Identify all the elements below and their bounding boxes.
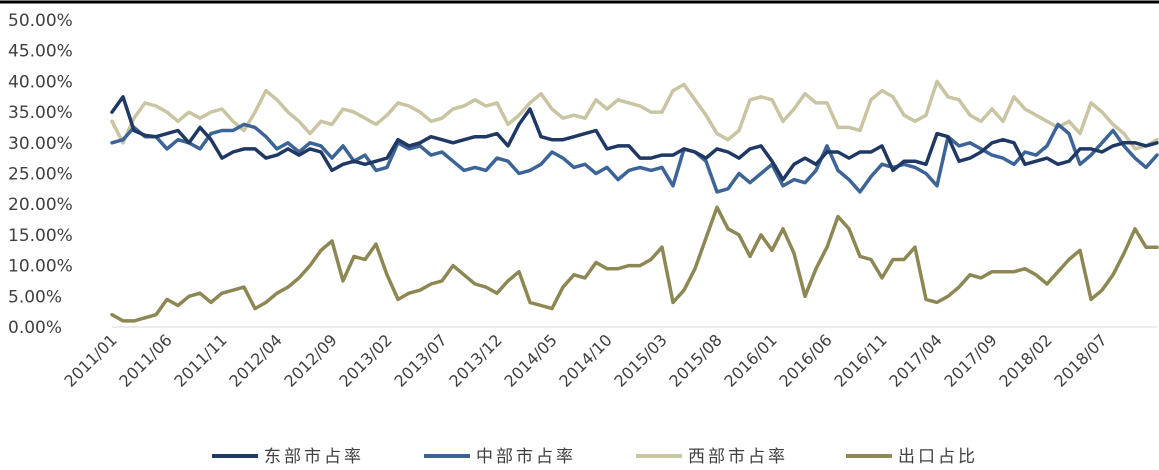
y-tick-label: 35.00% (8, 103, 73, 123)
series-line-1 (110, 95, 1159, 182)
x-axis-tick-labels: 2011/012011/062011/112012/042012/092013/… (60, 330, 1110, 390)
y-tick-label: 20.00% (8, 195, 73, 215)
legend: 东部市占率 中部市占率 西部市占率 出口占比 (212, 447, 978, 467)
x-tick-label: 2018/02 (995, 330, 1055, 390)
x-tick-label: 2015/08 (665, 330, 725, 390)
y-tick-label: 0.00% (8, 318, 62, 338)
x-tick-label: 2011/01 (60, 330, 120, 390)
legend-label: 东部市占率 (264, 447, 364, 466)
y-tick-label: 50.00% (8, 11, 73, 31)
legend-label: 出口占比 (898, 447, 978, 466)
legend-label: 中部市占率 (476, 447, 576, 466)
y-tick-label: 25.00% (8, 165, 73, 185)
y-tick-label: 10.00% (8, 257, 73, 277)
x-tick-label: 2014/05 (500, 330, 560, 390)
legend-label: 西部市占率 (688, 447, 788, 466)
series-line-4 (110, 205, 1159, 323)
x-tick-label: 2018/07 (1050, 330, 1110, 390)
x-tick-label: 2017/09 (940, 330, 1000, 390)
x-tick-label: 2011/06 (115, 330, 175, 390)
x-tick-label: 2014/10 (555, 330, 615, 390)
x-tick-label: 2013/07 (390, 330, 450, 390)
x-tick-label: 2011/11 (170, 330, 230, 390)
series-line-3 (110, 79, 1159, 151)
y-tick-label: 30.00% (8, 134, 73, 154)
series-lines (110, 79, 1159, 323)
x-tick-label: 2017/04 (885, 330, 945, 390)
y-axis-tick-labels: 0.00% 5.00% 10.00% 15.00% 20.00% 25.00% 30.00%… (8, 11, 73, 338)
x-tick-label: 2013/02 (335, 330, 395, 390)
x-tick-label: 2016/01 (720, 330, 780, 390)
x-tick-label: 2012/09 (280, 330, 340, 390)
x-tick-label: 2013/12 (445, 330, 505, 390)
x-tick-label: 2015/03 (610, 330, 670, 390)
y-tick-label: 40.00% (8, 72, 73, 92)
x-tick-label: 2012/04 (225, 330, 285, 390)
y-tick-label: 45.00% (8, 42, 73, 62)
y-tick-label: 15.00% (8, 226, 73, 246)
x-tick-label: 2016/11 (830, 330, 890, 390)
y-tick-label: 5.00% (8, 287, 62, 307)
x-tick-label: 2016/06 (775, 330, 835, 390)
